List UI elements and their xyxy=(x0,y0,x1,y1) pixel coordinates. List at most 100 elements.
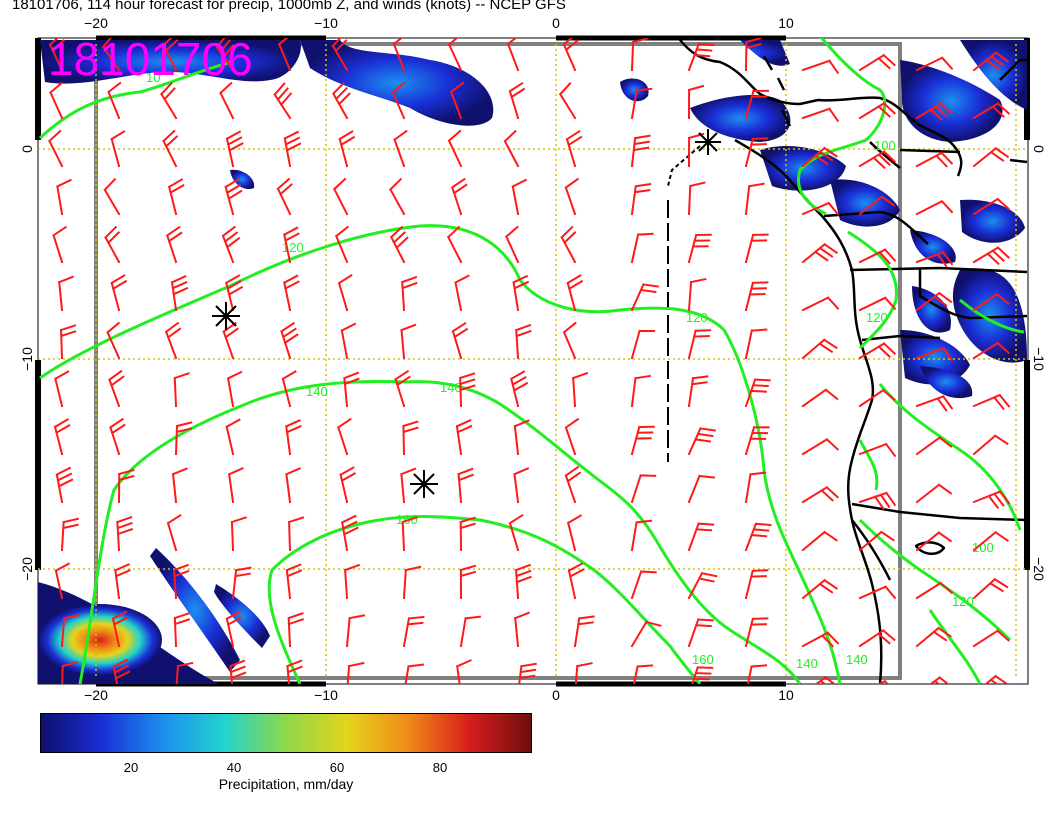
wind-barb-icon xyxy=(60,517,80,552)
wind-barb-icon xyxy=(744,425,770,456)
wind-barb-icon xyxy=(801,485,840,504)
wind-barb-icon xyxy=(858,53,896,72)
trough-line xyxy=(667,145,701,462)
wind-barb-icon xyxy=(687,181,706,216)
wind-barb-icon xyxy=(388,177,406,216)
wind-barb-icon xyxy=(630,474,657,504)
wind-barb-icon xyxy=(459,615,482,648)
lon-label: 0 xyxy=(552,15,560,31)
wind-barb-icon xyxy=(564,417,580,456)
wind-barb-icon xyxy=(345,614,366,648)
wind-barb-icon xyxy=(282,274,300,312)
wind-barb-icon xyxy=(564,465,582,504)
wind-barb-icon xyxy=(513,611,531,648)
wind-barb-icon xyxy=(170,275,189,312)
wind-barb-icon xyxy=(801,675,839,684)
wind-barb-icon xyxy=(972,434,1009,456)
wind-barb-icon xyxy=(630,134,651,168)
wind-barb-icon xyxy=(915,346,954,362)
wind-barb-icon xyxy=(562,321,577,360)
lat-label: −20 xyxy=(19,557,35,581)
wind-barb-icon xyxy=(394,369,411,408)
wind-barb-icon xyxy=(287,516,305,552)
wind-barb-icon xyxy=(451,321,469,360)
wind-barb-icon xyxy=(630,87,653,120)
wind-barb-icon xyxy=(215,38,235,72)
wind-barb-icon xyxy=(801,242,839,264)
colorbar-tick: 40 xyxy=(226,760,242,775)
wind-barb-icon xyxy=(173,612,191,648)
lon-label: −10 xyxy=(314,687,338,703)
wind-barb-icon xyxy=(226,370,243,408)
lon-label: −20 xyxy=(84,15,108,31)
contour-label: 120 xyxy=(686,310,708,325)
wind-barb-icon xyxy=(401,516,418,552)
wind-barb-icon xyxy=(343,563,361,600)
wind-barb-icon xyxy=(459,516,476,552)
wind-barb-icon xyxy=(162,129,179,168)
wind-barb-icon xyxy=(744,378,771,408)
contour-label: 100 xyxy=(874,138,896,153)
wind-barb-icon xyxy=(389,225,409,264)
wind-barb-icon xyxy=(858,150,897,170)
wind-barb-icon xyxy=(972,146,1010,168)
wind-barb-icon xyxy=(630,329,656,360)
wind-barb-icon xyxy=(801,631,840,648)
wind-barb-icon xyxy=(287,612,305,648)
wind-barb-icon xyxy=(573,615,595,648)
wind-barb-icon xyxy=(915,250,954,268)
wind-barb-icon xyxy=(107,81,122,120)
wind-barb-icon xyxy=(458,372,476,408)
low-pressure-asterisk-icon xyxy=(695,129,721,155)
contour-label: 10 xyxy=(146,70,160,85)
wind-barb-icon xyxy=(915,626,952,648)
wind-barb-icon xyxy=(915,101,954,121)
wind-barb-icon xyxy=(630,620,662,648)
wind-barb-icon xyxy=(285,563,303,600)
wind-barb-icon xyxy=(915,483,953,504)
left-latitude-labels: 0 −10 −20 xyxy=(19,145,35,581)
wind-barb-icon xyxy=(393,129,408,168)
wind-barb-icon xyxy=(336,417,352,456)
wind-barb-icon xyxy=(511,178,528,216)
wind-barb-icon xyxy=(59,324,77,360)
wind-barb-icon xyxy=(858,442,897,458)
bottom-longitude-labels: −20 −10 0 10 xyxy=(84,687,794,703)
wind-barb-icon xyxy=(450,177,468,216)
wind-barb-icon xyxy=(229,659,247,684)
wind-barb-icon xyxy=(503,129,520,168)
colorbar-tick: 80 xyxy=(432,760,448,775)
wind-barb-icon xyxy=(915,581,953,600)
wind-barb-icon xyxy=(687,666,714,684)
wind-barb-icon xyxy=(391,81,406,120)
wind-barb-icon xyxy=(564,177,580,216)
wind-barb-icon xyxy=(801,59,840,75)
geopotential-contours xyxy=(38,38,1025,684)
wind-barb-icon xyxy=(53,418,71,456)
wind-barb-icon xyxy=(744,281,769,312)
wind-barb-icon xyxy=(516,662,537,684)
wind-barb-icon xyxy=(858,388,896,408)
wind-barb-icon xyxy=(117,468,135,504)
wind-barb-icon xyxy=(225,130,244,168)
wind-barb-icon xyxy=(744,522,772,552)
wind-barb-icon xyxy=(801,530,838,552)
lat-label: −10 xyxy=(1031,347,1047,371)
wind-barb-icon xyxy=(57,275,75,312)
wind-barb-icon xyxy=(630,374,651,408)
wind-barb-icon xyxy=(801,146,838,168)
wind-barb-icon xyxy=(687,42,715,72)
right-latitude-labels: 0 −10 −20 xyxy=(1031,145,1047,581)
wind-barb-icon xyxy=(400,275,418,312)
wind-barb-icon xyxy=(171,467,188,504)
wind-barb-icon xyxy=(744,89,769,120)
wind-barb-icon xyxy=(744,328,768,360)
wind-barb-icon xyxy=(858,530,895,552)
wind-barb-icon xyxy=(630,425,655,456)
wind-barb-icon xyxy=(744,137,769,168)
wind-barb-icon xyxy=(687,329,712,360)
wind-barb-icon xyxy=(224,274,244,312)
wind-barb-icon xyxy=(513,467,530,504)
wind-barb-icon xyxy=(345,661,365,684)
wind-barb-icon xyxy=(221,225,241,264)
